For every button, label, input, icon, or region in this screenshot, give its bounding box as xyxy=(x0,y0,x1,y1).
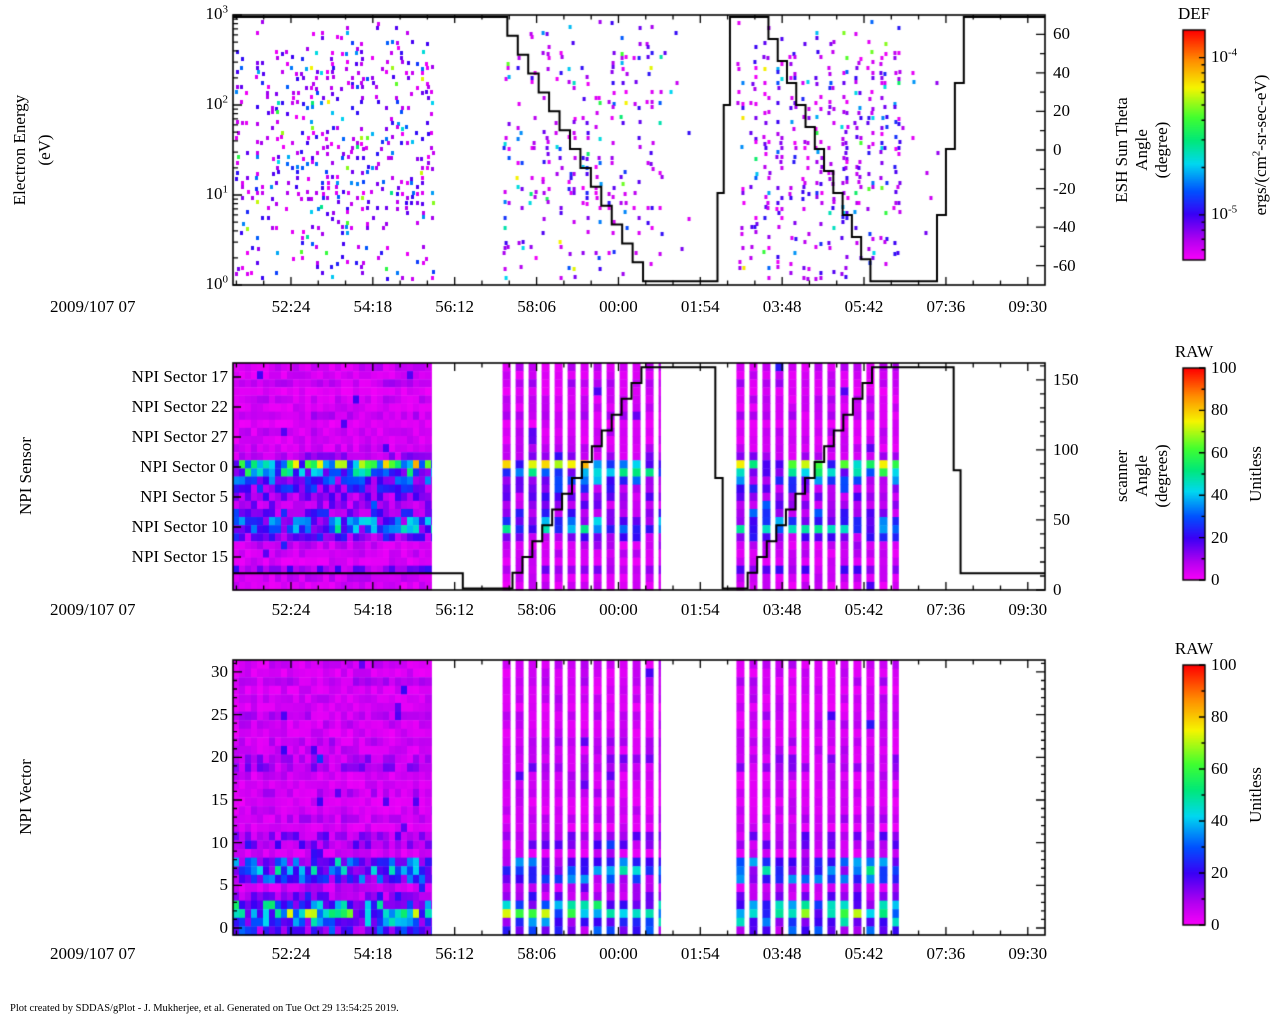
p3-y-tick-label: 10 xyxy=(211,832,228,852)
p3-y-tick-label: 30 xyxy=(211,661,228,681)
cb-tick-label: 0 xyxy=(1211,570,1220,589)
x-tick-label: 56:12 xyxy=(435,297,475,316)
cb1-tick-label: 10-5 xyxy=(1211,203,1238,223)
x-tick-label: 58:06 xyxy=(517,944,556,963)
p1-right-tick-label: -40 xyxy=(1053,217,1076,237)
p1-y-tick-label: 102 xyxy=(205,93,229,113)
p1-right-tick-label: -20 xyxy=(1053,178,1076,198)
p1-right-tick-label: -60 xyxy=(1053,255,1076,275)
p2-right-axis-title-degrees: (degrees) xyxy=(1152,444,1171,508)
x-tick-label: 58:06 xyxy=(517,600,556,619)
p2-right-axis-title-scanner: scanner xyxy=(1112,450,1131,502)
x-tick-label: 00:00 xyxy=(599,944,638,963)
p1-right-axis-title-esh-sun-theta: ESH Sun Theta xyxy=(1112,97,1131,203)
x-tick-label: 56:12 xyxy=(435,944,475,963)
colorbar3-title: RAW xyxy=(1174,639,1214,658)
x-tick-label: 01:54 xyxy=(680,600,720,619)
x-tick-label: 00:00 xyxy=(599,600,638,619)
cb-tick-label: 40 xyxy=(1211,485,1228,505)
cb-tick-label: 100 xyxy=(1211,655,1237,674)
x-tick-label: 09:30 xyxy=(1008,944,1048,963)
x-tick-label: 07:36 xyxy=(926,944,966,963)
p2-right-tick-label: 150 xyxy=(1053,369,1079,389)
p2-sector-label: NPI Sector 27 xyxy=(131,427,228,446)
cb-tick-label: 80 xyxy=(1211,400,1228,420)
p1-axis-title-ev: (eV) xyxy=(35,134,54,166)
p2-sector-label: NPI Sector 15 xyxy=(131,547,228,566)
p1-y-tick-label: 100 xyxy=(205,273,229,293)
p1-right-tick-label: 40 xyxy=(1053,62,1070,82)
cb-tick-label: 60 xyxy=(1211,759,1228,778)
p1-right-tick-label: 60 xyxy=(1053,24,1070,44)
date-label-panel3: 2009/107 07 xyxy=(50,944,136,963)
cb-tick-label: 20 xyxy=(1211,863,1228,882)
x-tick-label: 54:18 xyxy=(353,600,393,619)
p1-right-axis-title-degree: (degree) xyxy=(1152,121,1171,179)
p2-sector-label: NPI Sector 0 xyxy=(140,457,228,476)
p2-sector-label: NPI Sector 22 xyxy=(131,397,228,416)
p2-axis-title-npi-sensor: NPI Sensor xyxy=(16,437,35,515)
p2-right-tick-label: 100 xyxy=(1053,439,1079,459)
cb1-tick-label: 10-4 xyxy=(1211,45,1238,66)
p3-y-tick-label: 20 xyxy=(211,747,228,767)
cb-tick-label: 20 xyxy=(1211,527,1228,547)
p1-right-tick-label: 20 xyxy=(1053,101,1070,121)
x-tick-label: 09:30 xyxy=(1008,297,1048,316)
p2-right-axis-title-angle: Angle xyxy=(1132,455,1151,497)
p2-right-tick-label: 0 xyxy=(1053,580,1062,599)
cb-tick-label: 80 xyxy=(1211,707,1228,726)
x-tick-label: 07:36 xyxy=(926,297,966,316)
p3-y-tick-label: 25 xyxy=(211,704,228,724)
x-tick-label: 05:42 xyxy=(844,944,884,963)
p3-y-tick-label: 5 xyxy=(219,875,229,895)
x-tick-label: 05:42 xyxy=(844,600,884,619)
x-tick-label: 56:12 xyxy=(435,600,475,619)
date-label-panel1: 2009/107 07 xyxy=(50,297,136,316)
p1-y-tick-label: 101 xyxy=(205,183,229,203)
p2-sector-label: NPI Sector 10 xyxy=(131,517,228,536)
cb-tick-label: 100 xyxy=(1211,358,1237,377)
p3-y-tick-label: 15 xyxy=(211,789,228,809)
p1-right-axis-title-angle: Angle xyxy=(1132,129,1151,171)
p3-y-tick-label: 0 xyxy=(219,918,229,937)
date-label-panel2: 2009/107 07 xyxy=(50,600,136,619)
x-tick-label: 03:48 xyxy=(762,600,802,619)
cb-tick-label: 60 xyxy=(1211,442,1228,462)
x-tick-label: 03:48 xyxy=(762,297,802,316)
x-tick-label: 58:06 xyxy=(517,297,556,316)
cb-tick-label: 40 xyxy=(1211,811,1228,830)
p1-axis-title-electron-energy: Electron Energy xyxy=(10,94,29,206)
x-tick-label: 01:54 xyxy=(680,944,720,963)
x-tick-label: 52:24 xyxy=(271,297,311,316)
colorbar2-title: RAW xyxy=(1174,342,1214,361)
p2-sector-label: NPI Sector 17 xyxy=(131,367,228,386)
p1-y-tick-label: 103 xyxy=(205,3,229,23)
x-tick-label: 54:18 xyxy=(353,297,393,316)
x-tick-label: 09:30 xyxy=(1008,600,1048,619)
p2-right-tick-label: 50 xyxy=(1053,509,1070,529)
cb1-unit-label: ergs/(cm2-sr-sec-eV) xyxy=(1250,74,1270,216)
x-tick-label: 52:24 xyxy=(271,600,311,619)
x-tick-label: 07:36 xyxy=(926,600,966,619)
p2-sector-label: NPI Sector 5 xyxy=(140,487,228,506)
x-tick-label: 00:00 xyxy=(599,297,638,316)
x-tick-label: 03:48 xyxy=(762,944,802,963)
footer-credit: Plot created by SDDAS/gPlot - J. Mukherj… xyxy=(10,1003,399,1014)
colorbar1-title: DEF xyxy=(1177,4,1211,23)
x-tick-label: 01:54 xyxy=(680,297,720,316)
x-tick-label: 05:42 xyxy=(844,297,884,316)
x-tick-label: 54:18 xyxy=(353,944,393,963)
cb-tick-label: 0 xyxy=(1211,915,1220,934)
p1-right-tick-label: 0 xyxy=(1053,140,1062,159)
p3-axis-title-npi-vector: NPI Vector xyxy=(16,759,35,835)
x-tick-label: 52:24 xyxy=(271,944,311,963)
